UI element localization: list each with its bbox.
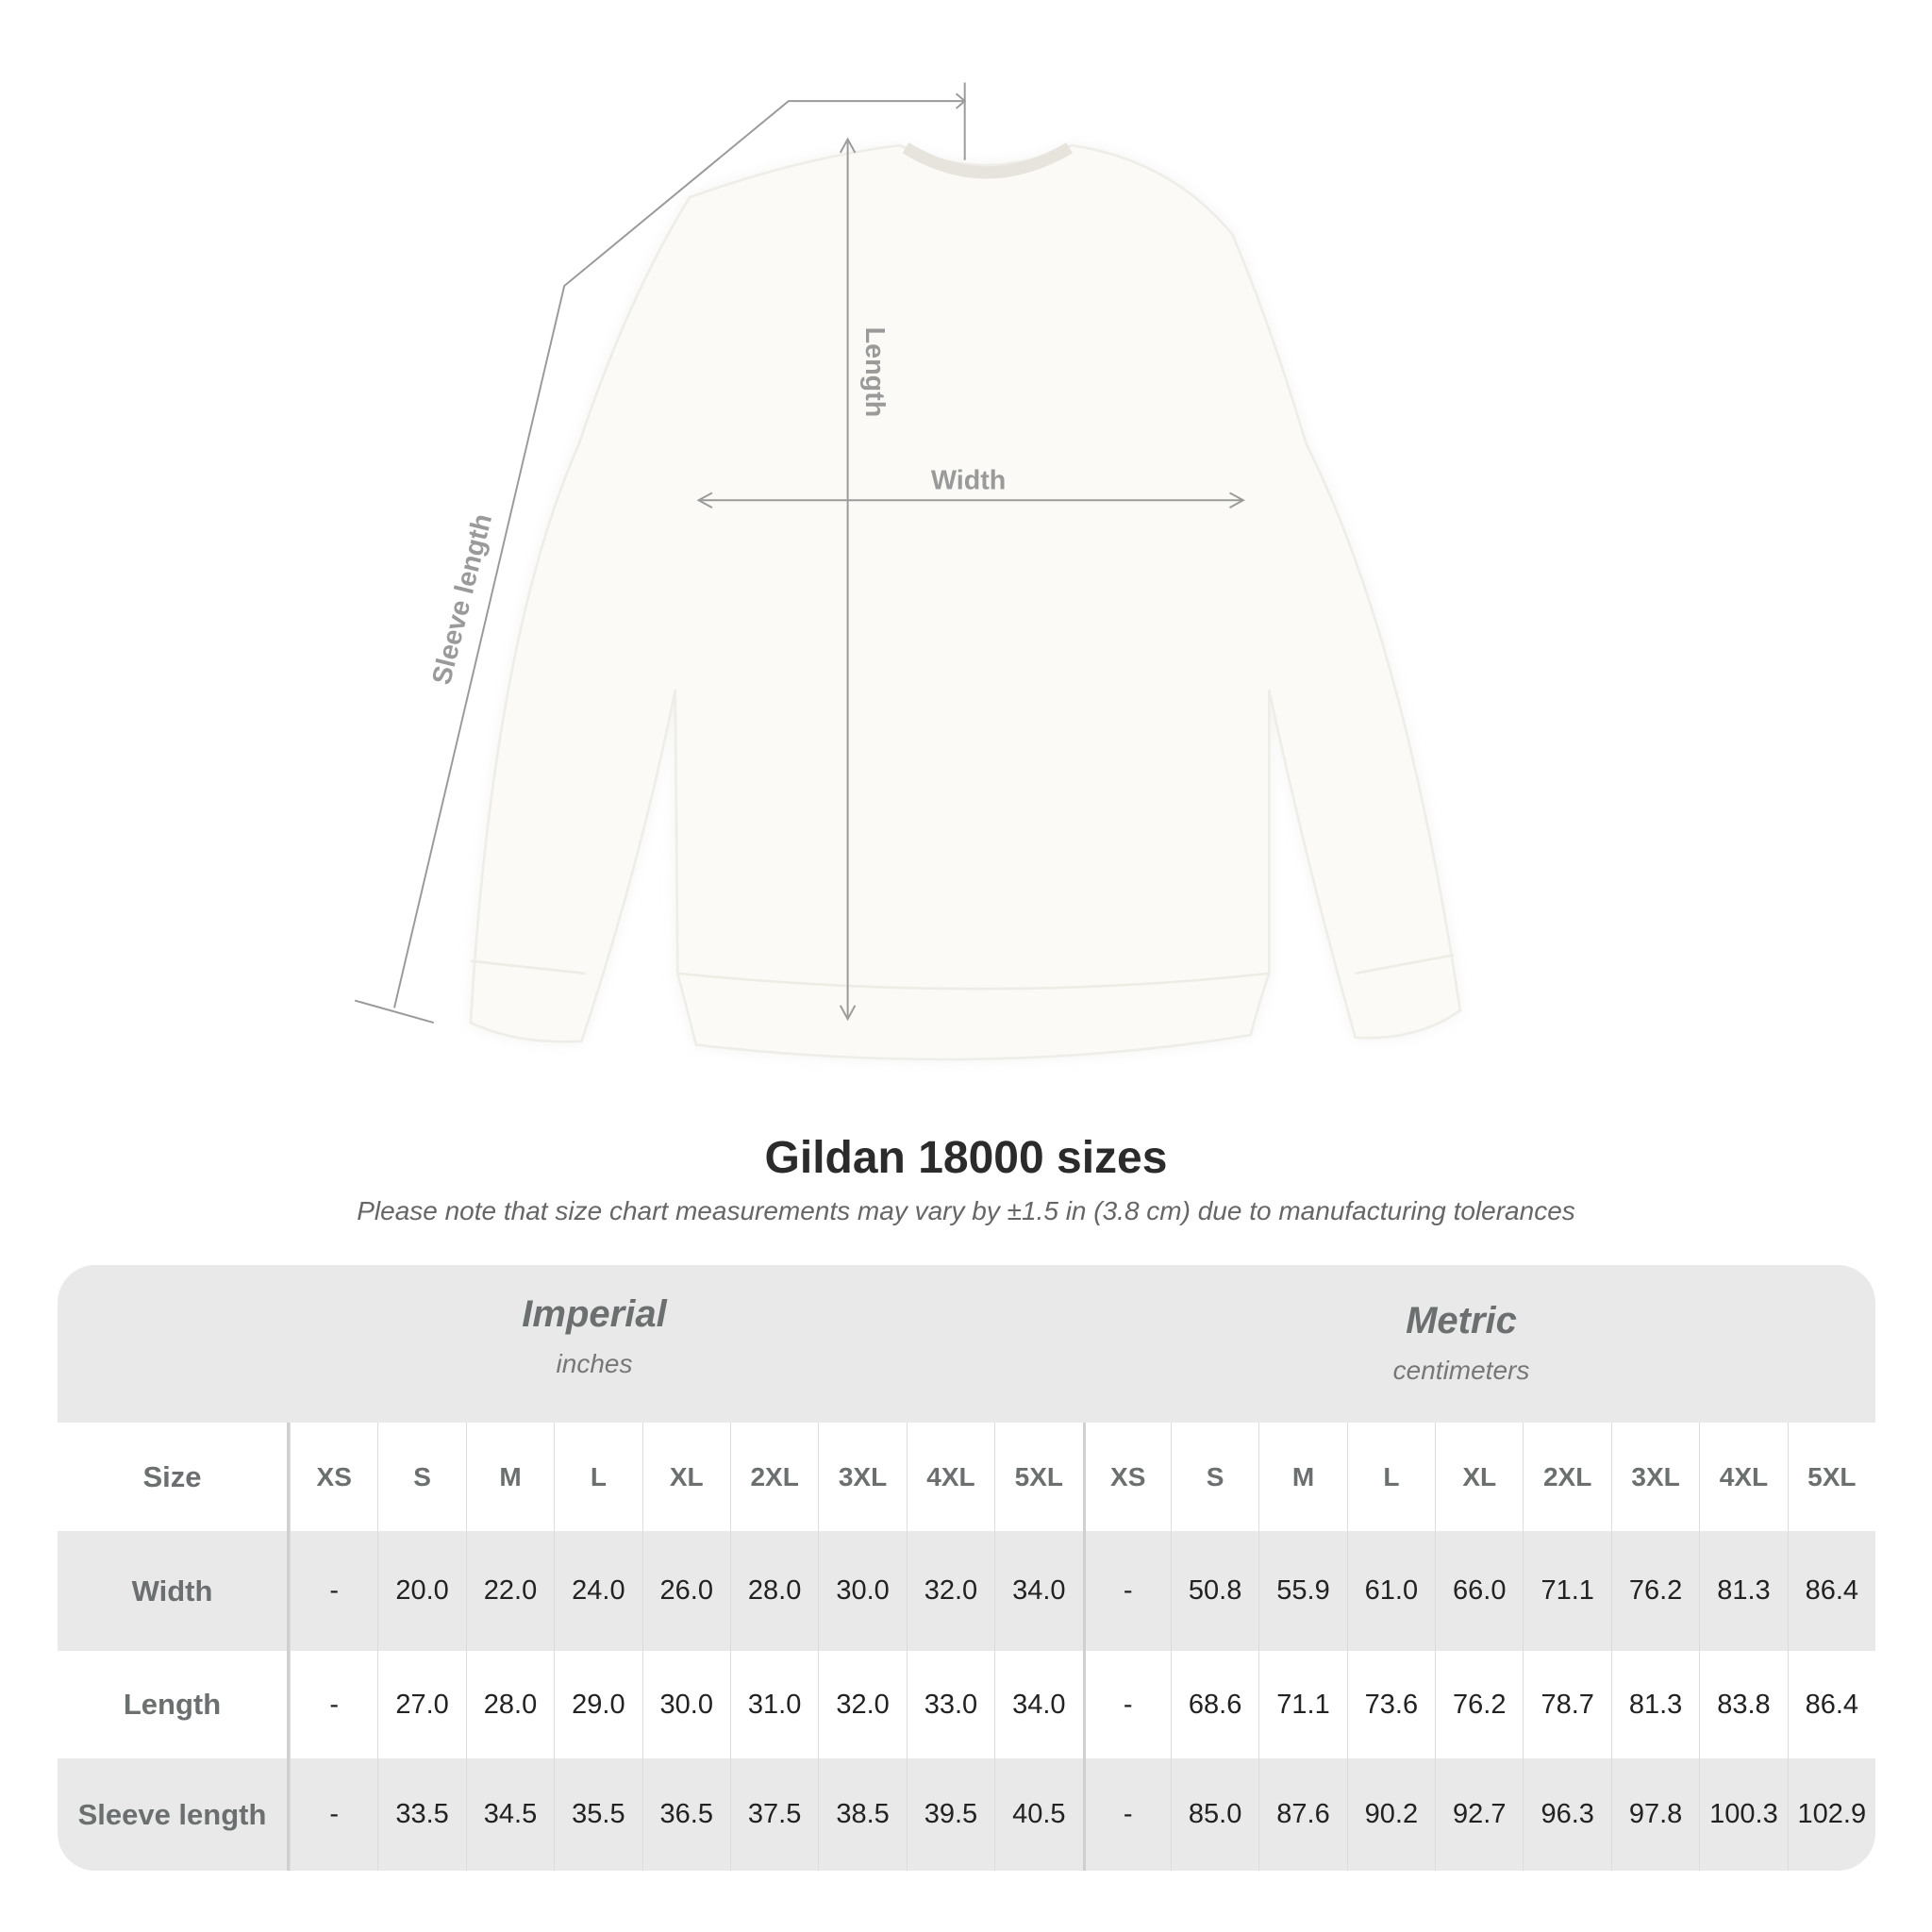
imperial-value: 39.5 (906, 1758, 994, 1871)
metric-size-xs: XS (1082, 1423, 1171, 1531)
imperial-value: - (290, 1758, 377, 1871)
imperial-value: 20.0 (377, 1531, 465, 1651)
tolerance-note: Please note that size chart measurements… (357, 1196, 1575, 1225)
imperial-value: 28.0 (729, 1531, 818, 1651)
row-label: Sleeve length (58, 1758, 290, 1871)
imperial-value: 37.5 (729, 1758, 818, 1871)
imperial-size-xs: XS (290, 1423, 377, 1531)
length-label: Length (859, 327, 890, 418)
metric-value: 61.0 (1346, 1531, 1435, 1651)
table-row-sleeve-length: Sleeve length -33.5 34.5 35.5 36.5 37.5 38.5 39… (58, 1758, 1875, 1871)
metric-value: 81.3 (1610, 1651, 1699, 1758)
metric-value: - (1082, 1651, 1171, 1758)
imperial-value: 28.0 (465, 1651, 554, 1758)
imperial-value: 40.5 (994, 1758, 1082, 1871)
metric-value: 100.3 (1699, 1758, 1787, 1871)
metric-value: 86.4 (1787, 1531, 1875, 1651)
imperial-value: 34.0 (994, 1651, 1082, 1758)
metric-value: 76.2 (1610, 1531, 1699, 1651)
imperial-value: 30.0 (641, 1651, 730, 1758)
metric-value: 66.0 (1435, 1531, 1523, 1651)
table-row-length: Length -27.0 28.0 29.0 30.0 31.0 32.0 33.0 34.0-… (58, 1651, 1875, 1758)
imperial-size-xl: XL (641, 1423, 730, 1531)
imperial-value: 33.0 (906, 1651, 994, 1758)
imperial-size-3xl: 3XL (818, 1423, 906, 1531)
imperial-value: 33.5 (377, 1758, 465, 1871)
metric-header: Metric centimeters (1178, 1300, 1744, 1386)
imperial-value: 22.0 (465, 1531, 554, 1651)
imperial-size-5xl: 5XL (994, 1423, 1082, 1531)
row-label: Width (58, 1531, 290, 1651)
metric-value: - (1082, 1758, 1171, 1871)
metric-value: 76.2 (1435, 1651, 1523, 1758)
imperial-size-4xl: 4XL (906, 1423, 994, 1531)
metric-size-m: M (1258, 1423, 1346, 1531)
table-row-width: Width -20.0 22.0 24.0 26.0 28.0 30.0 32.0 34.0-5… (58, 1531, 1875, 1651)
imperial-header: Imperial inches (311, 1293, 877, 1379)
metric-value: 96.3 (1523, 1758, 1610, 1871)
metric-value: 83.8 (1699, 1651, 1787, 1758)
metric-value: 78.7 (1523, 1651, 1610, 1758)
metric-value: 97.8 (1610, 1758, 1699, 1871)
imperial-value: 34.5 (465, 1758, 554, 1871)
width-label: Width (931, 466, 1006, 496)
imperial-value: 32.0 (906, 1531, 994, 1651)
metric-value: 55.9 (1258, 1531, 1346, 1651)
metric-size-s: S (1170, 1423, 1258, 1531)
size-table: Imperial inches Metric centimeters Size X… (58, 1265, 1875, 1871)
imperial-value: 30.0 (818, 1531, 906, 1651)
imperial-value: 34.0 (994, 1531, 1082, 1651)
imperial-value: 35.5 (554, 1758, 641, 1871)
imperial-size-2xl: 2XL (729, 1423, 818, 1531)
metric-value: 81.3 (1699, 1531, 1787, 1651)
metric-value: - (1082, 1531, 1171, 1651)
imperial-size-m: M (465, 1423, 554, 1531)
table-header-band: Imperial inches Metric centimeters (58, 1265, 1875, 1423)
metric-value: 87.6 (1258, 1758, 1346, 1871)
imperial-value: - (290, 1531, 377, 1651)
metric-unit: centimeters (1392, 1356, 1530, 1385)
page-title: Gildan 18000 sizes (764, 1133, 1168, 1183)
size-header-row: Size XS S M L XL 2XL 3XL 4XL 5XL XS S M L XL 2XL 3XL 4XL 5… (58, 1423, 1875, 1531)
metric-value: 73.6 (1346, 1651, 1435, 1758)
metric-value: 50.8 (1170, 1531, 1258, 1651)
imperial-value: 32.0 (818, 1651, 906, 1758)
imperial-value: - (290, 1651, 377, 1758)
metric-value: 86.4 (1787, 1651, 1875, 1758)
metric-value: 102.9 (1787, 1758, 1875, 1871)
metric-value: 90.2 (1346, 1758, 1435, 1871)
imperial-value: 27.0 (377, 1651, 465, 1758)
metric-size-xl: XL (1435, 1423, 1523, 1531)
metric-size-4xl: 4XL (1699, 1423, 1787, 1531)
metric-value: 92.7 (1435, 1758, 1523, 1871)
metric-size-3xl: 3XL (1610, 1423, 1699, 1531)
size-label: Size (58, 1423, 290, 1531)
imperial-value: 38.5 (818, 1758, 906, 1871)
imperial-value: 31.0 (729, 1651, 818, 1758)
metric-value: 68.6 (1170, 1651, 1258, 1758)
sweatshirt-image (469, 142, 1462, 1061)
row-label: Length (58, 1651, 290, 1758)
metric-value: 71.1 (1258, 1651, 1346, 1758)
sleeve-length-label: Sleeve length (426, 511, 498, 688)
metric-value: 71.1 (1523, 1531, 1610, 1651)
imperial-unit: inches (556, 1349, 633, 1378)
imperial-value: 29.0 (554, 1651, 641, 1758)
metric-title: Metric (1406, 1300, 1517, 1341)
metric-size-2xl: 2XL (1523, 1423, 1610, 1531)
imperial-size-s: S (377, 1423, 465, 1531)
imperial-value: 36.5 (641, 1758, 730, 1871)
measurement-lines (354, 82, 1245, 1024)
metric-size-5xl: 5XL (1787, 1423, 1875, 1531)
metric-value: 85.0 (1170, 1758, 1258, 1871)
metric-size-l: L (1346, 1423, 1435, 1531)
imperial-size-l: L (554, 1423, 641, 1531)
imperial-value: 26.0 (641, 1531, 730, 1651)
imperial-title: Imperial (522, 1293, 667, 1335)
imperial-value: 24.0 (554, 1531, 641, 1651)
